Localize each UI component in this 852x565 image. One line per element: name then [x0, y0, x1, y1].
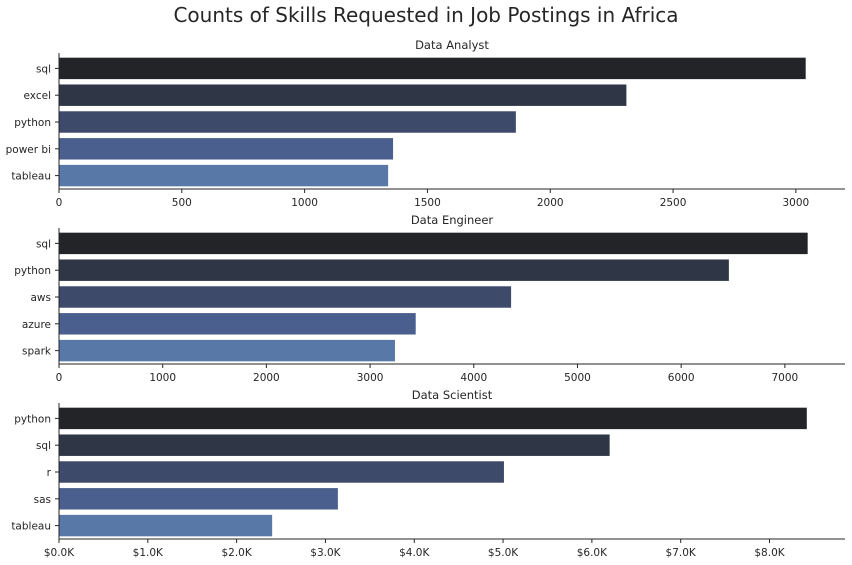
x-tick-label: 1000: [149, 372, 176, 384]
bar-spark: [59, 339, 395, 362]
panel-data-engineer: Data Engineer sql python aws azure spark 0 1000…: [14, 213, 845, 384]
bar-excel: [59, 84, 627, 106]
chart-title: Counts of Skills Requested in Job Postin…: [173, 3, 678, 27]
y-tick-label: excel: [24, 90, 51, 102]
x-tick-label: $6.0K: [577, 547, 608, 559]
y-tick-label: aws: [31, 292, 52, 304]
bar-sql: [59, 232, 808, 255]
bar-power-bi: [59, 138, 394, 160]
y-tick-label: sql: [36, 440, 51, 452]
x-tick-label: $7.0K: [666, 547, 697, 559]
bar-python: [59, 111, 516, 133]
x-tick-label: 7000: [771, 372, 798, 384]
x-tick-label: 3000: [783, 197, 810, 209]
y-tick-label: tableau: [11, 521, 51, 533]
y-tick-label: python: [14, 413, 51, 425]
x-tick-label: 0: [56, 372, 63, 384]
x-tick-label: 3000: [357, 372, 384, 384]
x-tick-label: 2000: [537, 197, 564, 209]
y-tick-label: azure: [22, 319, 51, 331]
y-tick-label: r: [47, 467, 52, 479]
x-tick-label: 5000: [564, 372, 591, 384]
x-tick-label: 2000: [253, 372, 280, 384]
subplot-title: Data Engineer: [411, 213, 494, 227]
y-tick-label: sql: [36, 238, 51, 250]
bar-python: [59, 259, 729, 281]
bar-sql: [59, 434, 610, 456]
y-tick-label: spark: [22, 346, 52, 358]
subplot-title: Data Scientist: [412, 388, 493, 402]
x-tick-label: $8.0K: [754, 547, 785, 559]
x-tick-label: 0: [56, 197, 63, 209]
panel-data-scientist: Data Scientist python sql r sas tableau $0.0K $…: [11, 388, 845, 559]
x-tick-label: 1500: [414, 197, 441, 209]
x-tick-label: $0.0K: [44, 547, 75, 559]
bar-python: [59, 407, 807, 430]
x-tick-label: $4.0K: [399, 547, 430, 559]
y-tick-label: python: [14, 117, 51, 129]
panel-data-analyst: Data Analyst sql excel python power bi tablea…: [6, 38, 845, 209]
y-tick-label: sas: [34, 494, 51, 506]
x-tick-label: 6000: [668, 372, 695, 384]
x-tick-label: 500: [172, 197, 192, 209]
bar-r: [59, 461, 504, 483]
subplot-title: Data Analyst: [415, 38, 489, 52]
bar-azure: [59, 313, 416, 335]
x-tick-label: 2500: [660, 197, 687, 209]
x-tick-label: 4000: [460, 372, 487, 384]
bar-tableau: [59, 164, 389, 187]
x-tick-label: $5.0K: [488, 547, 519, 559]
x-tick-label: $2.0K: [221, 547, 252, 559]
x-tick-label: $1.0K: [133, 547, 164, 559]
x-tick-label: $3.0K: [310, 547, 341, 559]
x-tick-label: 1000: [291, 197, 318, 209]
bar-tableau: [59, 514, 273, 537]
bar-sql: [59, 57, 806, 80]
bar-aws: [59, 286, 512, 308]
chart-panels: Data Analyst sql excel python power bi tablea…: [6, 38, 845, 559]
y-tick-label: power bi: [6, 144, 51, 156]
y-tick-label: sql: [36, 63, 51, 75]
y-tick-label: tableau: [11, 171, 51, 183]
y-tick-label: python: [14, 265, 51, 277]
bar-sas: [59, 488, 338, 510]
